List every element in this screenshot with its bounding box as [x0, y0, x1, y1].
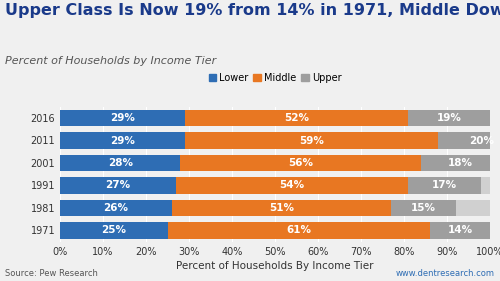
Bar — [60, 110, 490, 126]
Text: 17%: 17% — [432, 180, 458, 191]
Bar — [60, 177, 176, 194]
Bar — [180, 155, 421, 171]
Text: 19%: 19% — [436, 113, 462, 123]
Text: Upper Class Is Now 19% from 14% in 1971, Middle Down 61% to 52%: Upper Class Is Now 19% from 14% in 1971,… — [5, 3, 500, 18]
Text: 54%: 54% — [280, 180, 305, 191]
Text: 52%: 52% — [284, 113, 309, 123]
Bar — [168, 222, 430, 239]
Bar — [421, 155, 498, 171]
Text: 51%: 51% — [269, 203, 294, 213]
Text: www.dentresearch.com: www.dentresearch.com — [396, 269, 495, 278]
Bar — [184, 132, 438, 149]
Text: Source: Pew Research: Source: Pew Research — [5, 269, 98, 278]
Text: 61%: 61% — [286, 225, 311, 235]
Bar — [408, 110, 490, 126]
Bar — [438, 132, 500, 149]
Bar — [60, 222, 168, 239]
Text: 15%: 15% — [411, 203, 436, 213]
Bar — [60, 155, 180, 171]
Bar — [60, 177, 490, 194]
Text: 25%: 25% — [101, 225, 126, 235]
Text: 59%: 59% — [299, 135, 324, 146]
Bar — [60, 155, 490, 171]
Bar — [184, 110, 408, 126]
Text: 26%: 26% — [104, 203, 128, 213]
Bar — [60, 222, 490, 239]
Bar — [172, 200, 391, 216]
Bar — [60, 200, 490, 216]
Bar — [60, 132, 184, 149]
Text: 20%: 20% — [469, 135, 494, 146]
Text: 18%: 18% — [448, 158, 472, 168]
Bar — [176, 177, 408, 194]
Bar — [60, 110, 184, 126]
Text: 56%: 56% — [288, 158, 314, 168]
Bar — [391, 200, 456, 216]
Text: 29%: 29% — [110, 135, 135, 146]
Text: 27%: 27% — [106, 180, 130, 191]
Text: 28%: 28% — [108, 158, 132, 168]
Legend: Lower, Middle, Upper: Lower, Middle, Upper — [206, 71, 344, 85]
Bar — [408, 177, 482, 194]
Bar — [60, 132, 490, 149]
Text: Percent of Households by Income Tier: Percent of Households by Income Tier — [5, 56, 216, 66]
Bar — [60, 200, 172, 216]
Text: 14%: 14% — [448, 225, 472, 235]
Text: 29%: 29% — [110, 113, 135, 123]
Bar — [430, 222, 490, 239]
X-axis label: Percent of Households By Income Tier: Percent of Households By Income Tier — [176, 261, 374, 271]
